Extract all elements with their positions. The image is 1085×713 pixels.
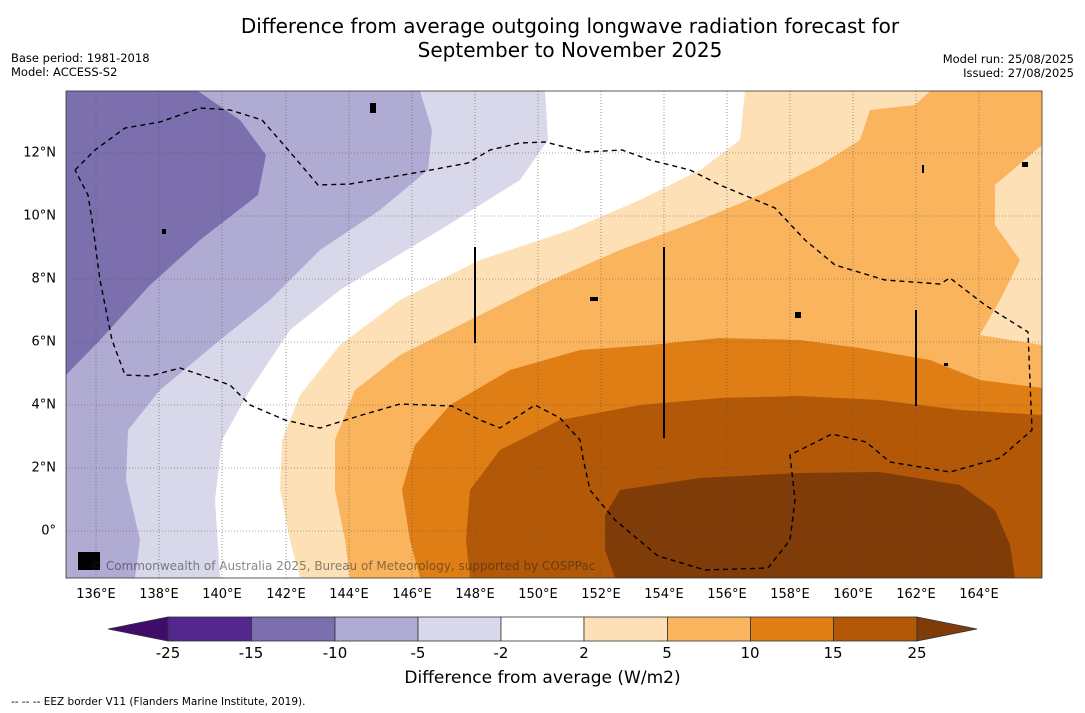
lon-label-140: 140°E — [202, 587, 242, 602]
lat-label-12n: 12°N — [23, 145, 56, 161]
lon-label-162: 162°E — [896, 587, 936, 602]
lon-label-152: 152°E — [581, 587, 621, 602]
lon-label-154: 154°E — [644, 587, 684, 602]
colorbar-bin-4 — [417, 616, 502, 642]
colorbar-bin-3 — [334, 616, 419, 642]
lat-label-6n: 6°N — [31, 334, 57, 350]
gridlines — [66, 91, 1042, 578]
lon-label-148: 148°E — [455, 587, 495, 602]
title-line-2: September to November 2025 — [417, 38, 723, 62]
issued-date: Issued: 27/08/2025 — [963, 66, 1074, 80]
lon-label-156: 156°E — [707, 587, 747, 602]
contour-pos25 — [605, 472, 1015, 578]
colorbar-bin-1 — [167, 616, 252, 642]
colorbar-tick-pos2: 2 — [579, 644, 589, 662]
meta-right: Model run: 25/08/2025 Issued: 27/08/2025 — [943, 52, 1074, 80]
islands — [78, 103, 1028, 570]
colorbar-high-extend — [916, 616, 978, 642]
colorbar-tick-neg10: -10 — [322, 644, 348, 662]
colorbar-tick-pos15: 15 — [823, 644, 843, 662]
lon-label-136: 136°E — [76, 587, 116, 602]
map-frame — [65, 90, 1043, 579]
lon-label-146: 146°E — [392, 587, 432, 602]
colorbar-title: Difference from average (W/m2) — [404, 668, 681, 688]
lat-label-2n: 2°N — [31, 460, 57, 476]
colorbar-tick-neg15: -15 — [238, 644, 264, 662]
colorbar-tick-pos25: 25 — [907, 644, 927, 662]
meta-left: Base period: 1981-2018 Model: ACCESS-S2 — [11, 51, 150, 79]
colorbar-tick-neg2: -2 — [493, 644, 509, 662]
lat-label-0: 0° — [41, 523, 56, 539]
colorbar-tick-pos5: 5 — [662, 644, 672, 662]
colorbar-tick-pos10: 10 — [740, 644, 760, 662]
lat-label-4n: 4°N — [31, 397, 57, 413]
colorbar-bin-7 — [667, 616, 751, 642]
lon-label-160: 160°E — [833, 587, 873, 602]
eez-footnote: -- -- -- EEZ border V11 (Flanders Marine… — [11, 696, 306, 708]
copyright-notice: © Commonwealth of Australia 2025, Bureau… — [90, 559, 596, 573]
model-run: Model run: 25/08/2025 — [942, 52, 1074, 66]
lat-label-8n: 8°N — [31, 271, 57, 287]
lon-label-144: 144°E — [329, 587, 369, 602]
colorbar-bin-6 — [583, 616, 668, 642]
anomaly-field — [66, 91, 1042, 578]
lon-label-158: 158°E — [770, 587, 810, 602]
lon-label-138: 138°E — [139, 587, 179, 602]
colorbar-bin-8 — [750, 616, 834, 642]
eez-border-fsm — [74, 107, 1033, 571]
title-line-1: Difference from average outgoing longwav… — [240, 14, 900, 38]
lon-label-164: 164°E — [959, 587, 999, 602]
base-period: Base period: 1981-2018 — [11, 51, 150, 65]
colorbar-bin-5 — [500, 616, 585, 642]
colorbar-bin-9 — [833, 616, 918, 642]
lon-label-142: 142°E — [266, 587, 306, 602]
lat-label-10n: 10°N — [23, 208, 56, 224]
border-lines — [474, 247, 917, 438]
map-title: Difference from average outgoing longwav… — [170, 14, 970, 62]
colorbar — [107, 616, 978, 642]
colorbar-low-extend — [107, 616, 169, 642]
colorbar-tick-neg25: -25 — [155, 644, 181, 662]
colorbar-tick-neg5: -5 — [410, 644, 426, 662]
lon-label-150: 150°E — [518, 587, 558, 602]
model-name: Model: ACCESS-S2 — [11, 65, 118, 79]
colorbar-bin-2 — [251, 616, 336, 642]
